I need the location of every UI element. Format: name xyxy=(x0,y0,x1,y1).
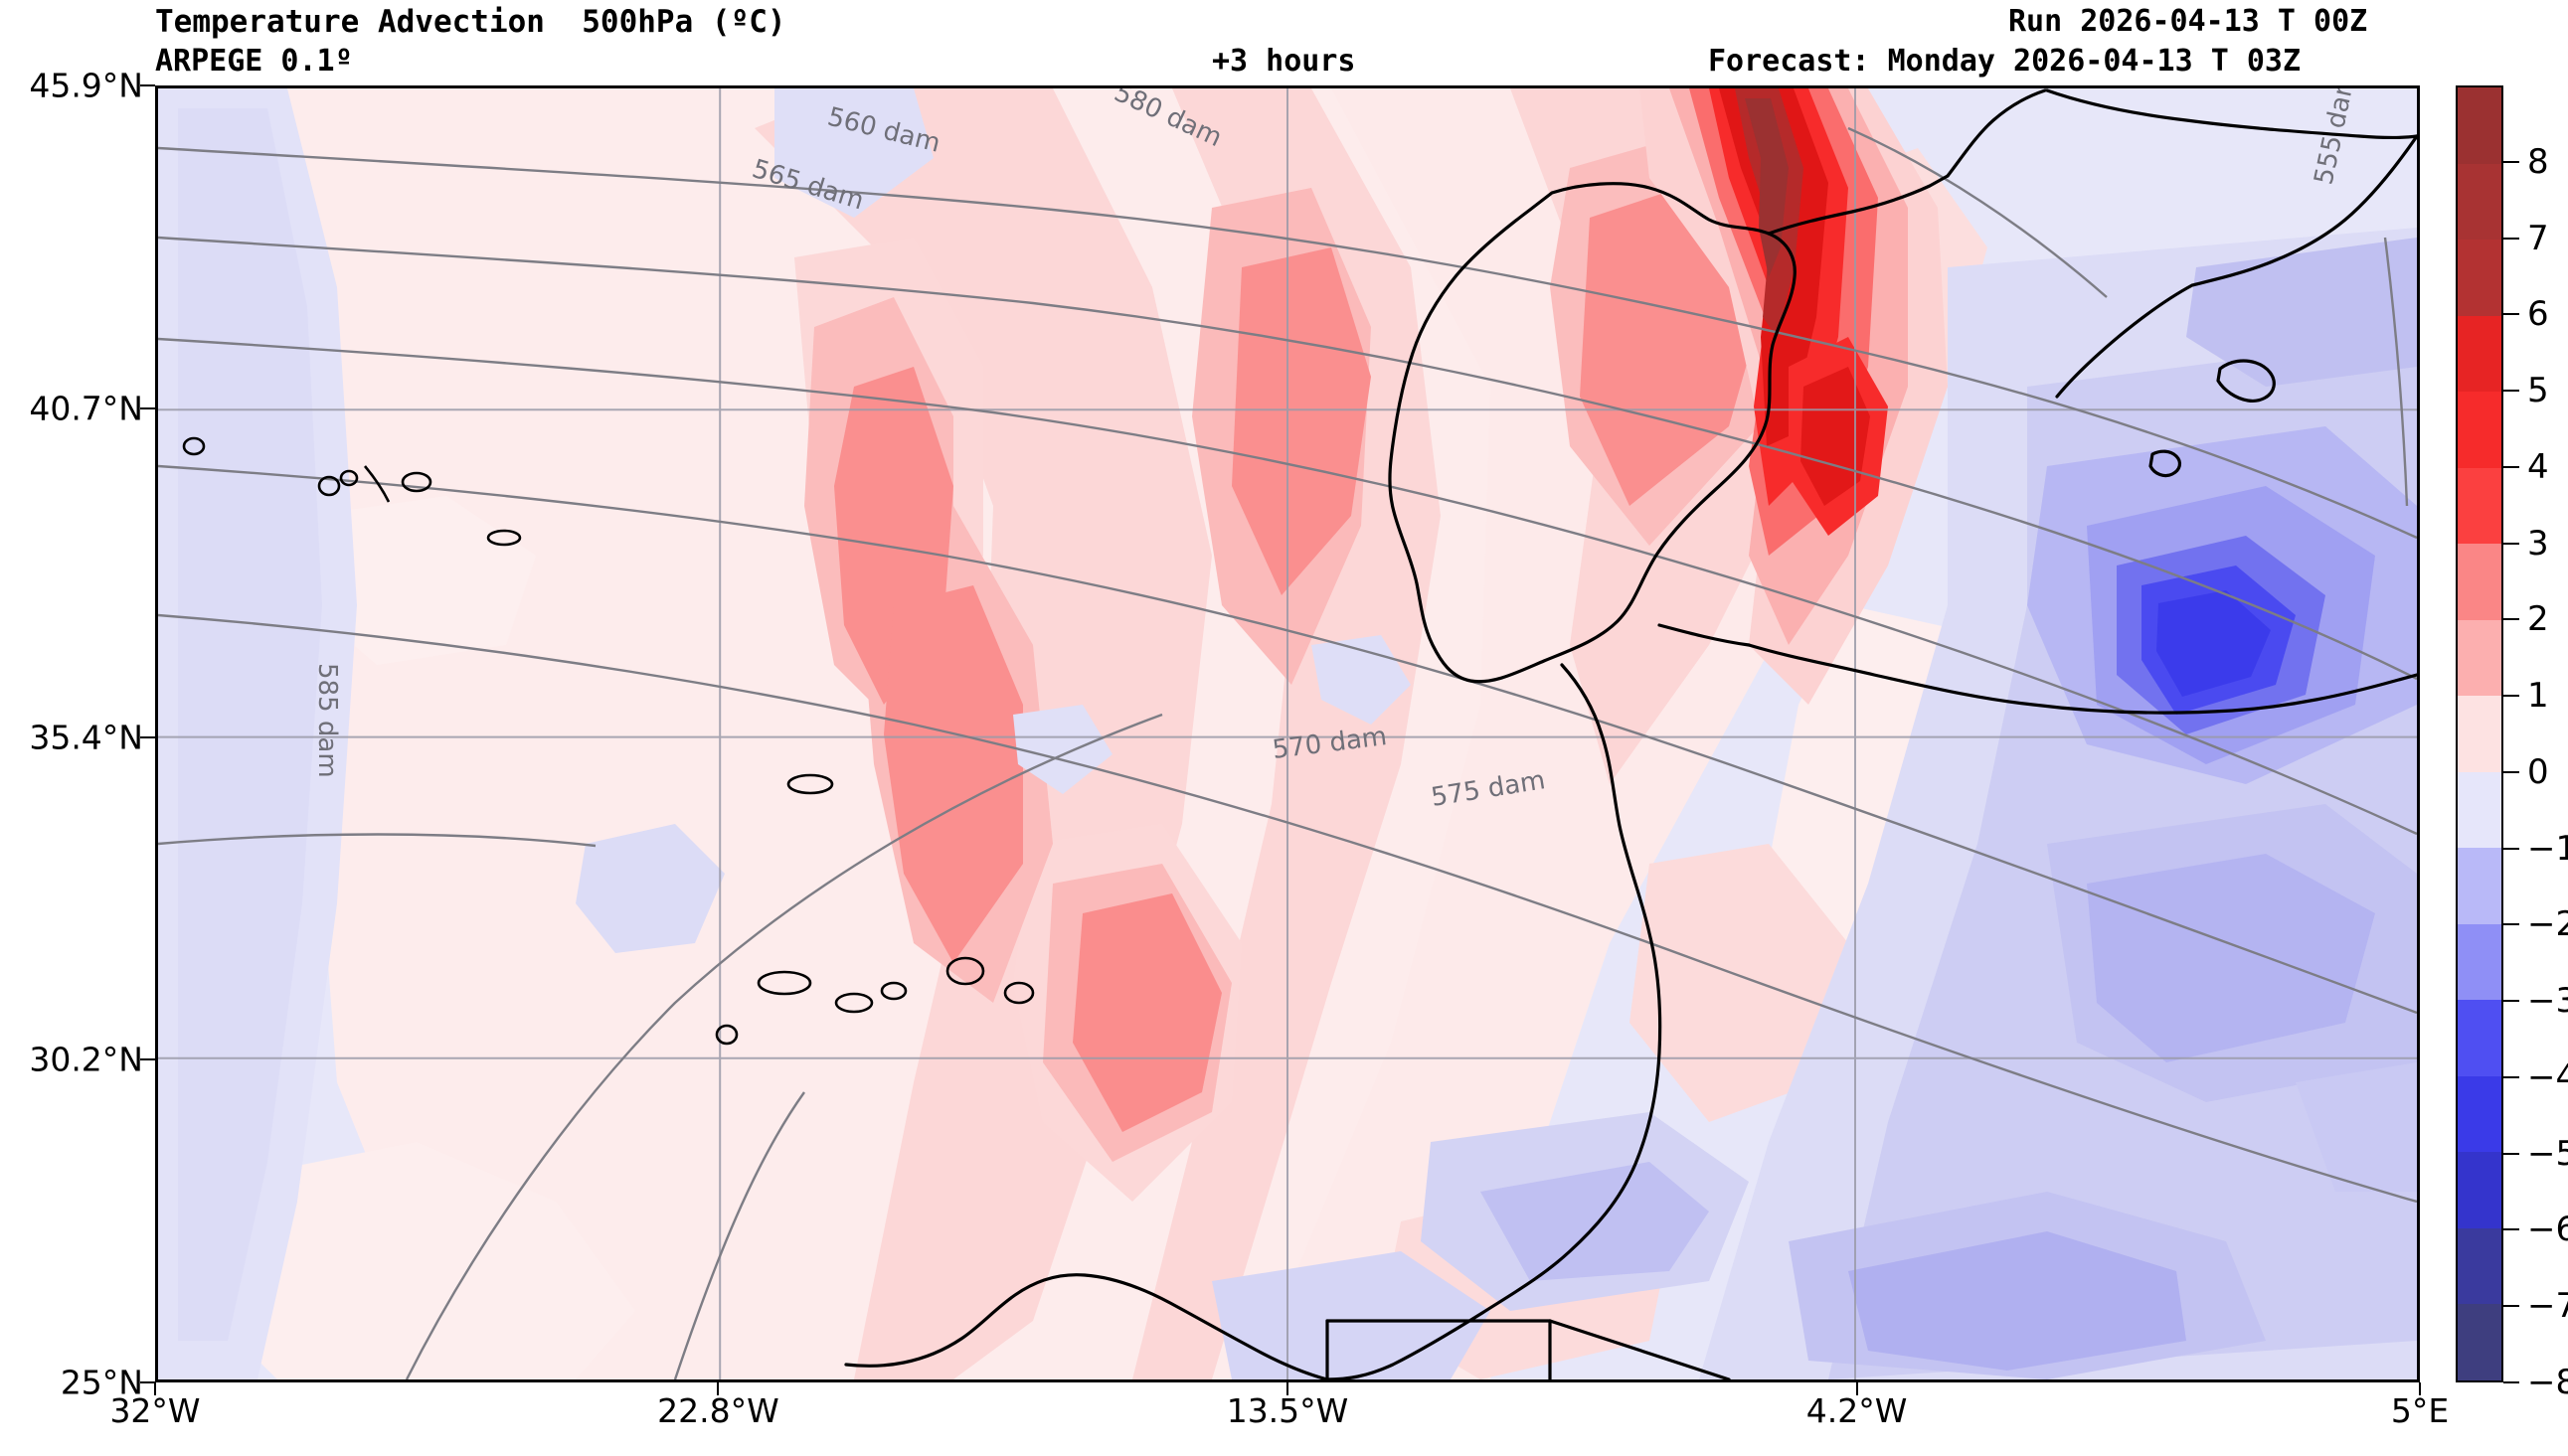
colorbar-tick-label-12: −4 xyxy=(2527,1056,2568,1097)
x-axis-tick-label-1: 22.8°W xyxy=(657,1391,779,1430)
colorbar-segment-9 xyxy=(2458,771,2501,849)
colorbar-tick xyxy=(2503,313,2519,316)
y-axis-tick xyxy=(140,406,155,409)
colorbar-tick-label-14: −6 xyxy=(2527,1210,2568,1250)
colorbar-segment-1 xyxy=(2458,163,2501,241)
contour-label-585: 585 dam xyxy=(312,663,342,778)
colorbar-tick-label-11: −3 xyxy=(2527,981,2568,1022)
colorbar-tick xyxy=(2503,1305,2519,1308)
x-axis-tick-label-2: 13.5°W xyxy=(1226,1391,1349,1430)
model-label: ARPEGE 0.1º xyxy=(155,44,353,79)
colorbar-tick xyxy=(2503,542,2519,545)
colorbar-tick-label-16: −8 xyxy=(2527,1363,2568,1402)
colorbar-tick xyxy=(2503,1000,2519,1003)
y-axis-tick xyxy=(140,1381,155,1383)
temperature-advection-field: 555 dam 560 dam 565 dam 570 dam 575 dam … xyxy=(158,88,2417,1379)
colorbar-tick-label-6: 2 xyxy=(2527,599,2549,640)
x-axis-tick-label-4: 5°E xyxy=(2390,1391,2450,1430)
y-axis-tick-label-3: 30.2°N xyxy=(29,1040,143,1079)
colorbar-segment-6 xyxy=(2458,544,2501,620)
x-axis-tick xyxy=(1286,1382,1288,1395)
colorbar-tick-label-10: −2 xyxy=(2527,904,2568,945)
lead-time-label: +3 hours xyxy=(1212,44,1356,79)
y-axis-tick-label-4: 25°N xyxy=(60,1363,143,1402)
colorbar-segment-3 xyxy=(2458,315,2501,393)
y-axis-tick-label-1: 40.7°N xyxy=(29,389,143,428)
y-axis-tick xyxy=(140,735,155,738)
colorbar-tick xyxy=(2503,1228,2519,1231)
colorbar-segment-0 xyxy=(2458,87,2501,164)
colorbar-tick xyxy=(2503,1152,2519,1155)
colorbar-segment-11 xyxy=(2458,923,2501,1001)
colorbar-tick xyxy=(2503,770,2519,773)
y-axis-tick xyxy=(140,1058,155,1061)
colorbar-segment-13 xyxy=(2458,1075,2501,1153)
colorbar-segment-8 xyxy=(2458,696,2501,772)
x-axis-tick-label-3: 4.2°W xyxy=(1805,1391,1908,1430)
colorbar-segment-14 xyxy=(2458,1152,2501,1228)
colorbar-tick xyxy=(2503,847,2519,850)
colorbar-tick-label-3: 5 xyxy=(2527,371,2549,411)
colorbar-segment-10 xyxy=(2458,848,2501,924)
x-axis-tick xyxy=(1855,1382,1858,1395)
page-title: Temperature Advection 500hPa (ºC) xyxy=(155,4,786,40)
colorbar-segment-5 xyxy=(2458,467,2501,545)
x-axis-tick-label-0: 32°W xyxy=(109,1391,201,1430)
colorbar-tick-label-8: 0 xyxy=(2527,751,2549,792)
run-time-label: Run 2026-04-13 T 00Z xyxy=(2008,4,2368,39)
colorbar-tick-label-2: 6 xyxy=(2527,294,2549,335)
colorbar-tick-label-4: 4 xyxy=(2527,446,2549,487)
colorbar-tick-label-7: 1 xyxy=(2527,676,2549,717)
field-svg: 555 dam 560 dam 565 dam 570 dam 575 dam … xyxy=(158,88,2417,1379)
forecast-time-label: Forecast: Monday 2026-04-13 T 03Z xyxy=(1708,44,2302,79)
x-axis-tick xyxy=(717,1382,720,1395)
colorbar-tick xyxy=(2503,390,2519,393)
y-axis-tick-label-0: 45.9°N xyxy=(29,66,143,105)
y-axis-tick xyxy=(140,84,155,86)
colorbar-segment-4 xyxy=(2458,392,2501,468)
colorbar-segment-2 xyxy=(2458,240,2501,316)
y-axis-tick-label-2: 35.4°N xyxy=(29,718,143,757)
colorbar-tick xyxy=(2503,695,2519,698)
colorbar-tick-label-13: −5 xyxy=(2527,1133,2568,1174)
colorbar-tick xyxy=(2503,1075,2519,1078)
colorbar-tick-label-15: −7 xyxy=(2527,1286,2568,1327)
colorbar-tick xyxy=(2503,923,2519,926)
colorbar-tick xyxy=(2503,618,2519,621)
colorbar-segment-15 xyxy=(2458,1227,2501,1305)
colorbar[interactable] xyxy=(2456,85,2503,1382)
colorbar-tick-label-9: −1 xyxy=(2527,828,2568,869)
x-axis-tick xyxy=(2419,1382,2421,1395)
colorbar-tick xyxy=(2503,1381,2519,1383)
colorbar-segment-16 xyxy=(2458,1304,2501,1380)
colorbar-segment-12 xyxy=(2458,1000,2501,1076)
colorbar-tick-label-1: 7 xyxy=(2527,218,2549,258)
colorbar-tick-label-5: 3 xyxy=(2527,523,2549,564)
colorbar-tick xyxy=(2503,160,2519,163)
colorbar-tick xyxy=(2503,465,2519,468)
map-plot-area[interactable]: 555 dam 560 dam 565 dam 570 dam 575 dam … xyxy=(155,85,2420,1382)
colorbar-segment-7 xyxy=(2458,619,2501,697)
colorbar-tick-label-0: 8 xyxy=(2527,141,2549,182)
colorbar-tick xyxy=(2503,237,2519,240)
x-axis-tick xyxy=(154,1382,156,1395)
